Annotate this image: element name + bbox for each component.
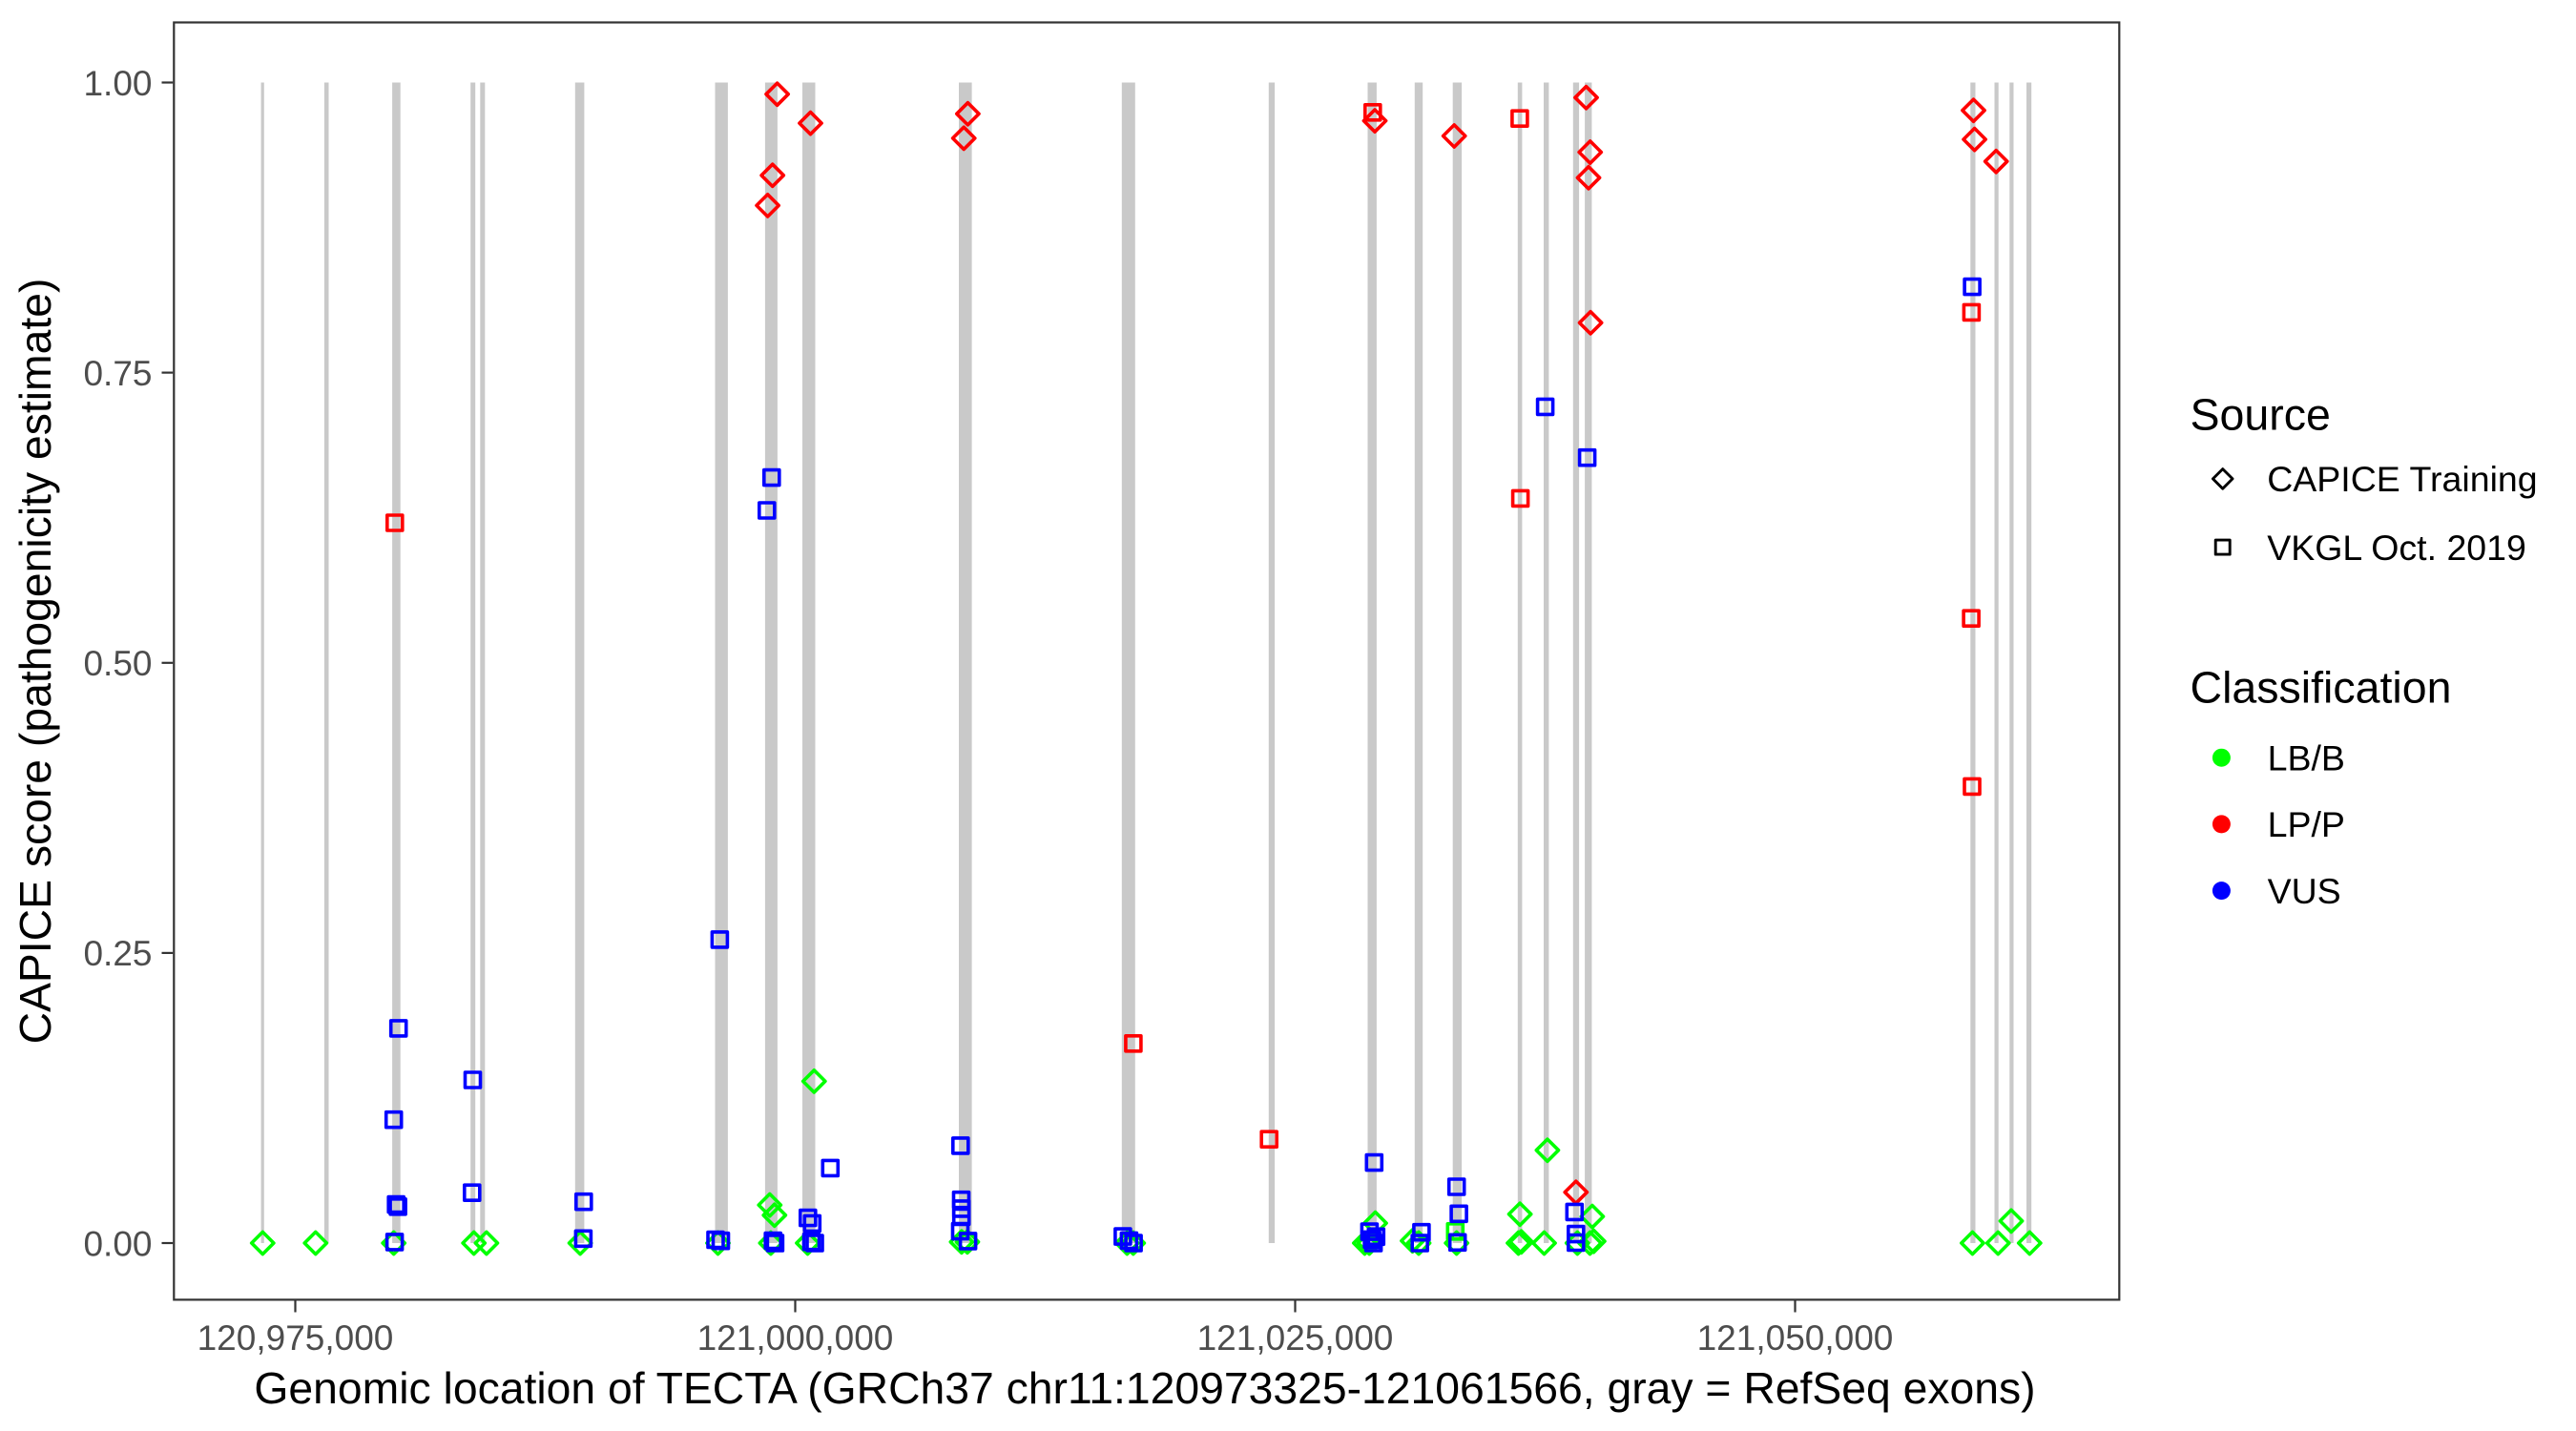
svg-text:CAPICE Training: CAPICE Training — [2267, 459, 2537, 499]
svg-text:Source: Source — [2191, 390, 2331, 440]
svg-text:0.25: 0.25 — [83, 934, 152, 973]
svg-text:121,050,000: 121,050,000 — [1697, 1318, 1894, 1358]
svg-text:120,975,000: 120,975,000 — [197, 1318, 394, 1358]
svg-text:VKGL Oct. 2019: VKGL Oct. 2019 — [2267, 528, 2526, 568]
svg-text:0.00: 0.00 — [83, 1224, 152, 1263]
svg-text:1.00: 1.00 — [83, 64, 152, 103]
svg-text:VUS: VUS — [2268, 871, 2341, 911]
svg-text:Genomic location of TECTA (GRC: Genomic location of TECTA (GRCh37 chr11:… — [254, 1363, 2035, 1413]
svg-text:LB/B: LB/B — [2268, 738, 2345, 778]
svg-text:LP/P: LP/P — [2268, 804, 2345, 844]
svg-text:121,000,000: 121,000,000 — [697, 1318, 894, 1358]
svg-text:121,025,000: 121,025,000 — [1197, 1318, 1394, 1358]
svg-text:CAPICE score (pathogenicity es: CAPICE score (pathogenicity estimate) — [10, 279, 60, 1045]
svg-text:Classification: Classification — [2191, 662, 2452, 712]
svg-text:0.75: 0.75 — [83, 354, 152, 393]
svg-text:0.50: 0.50 — [83, 644, 152, 683]
